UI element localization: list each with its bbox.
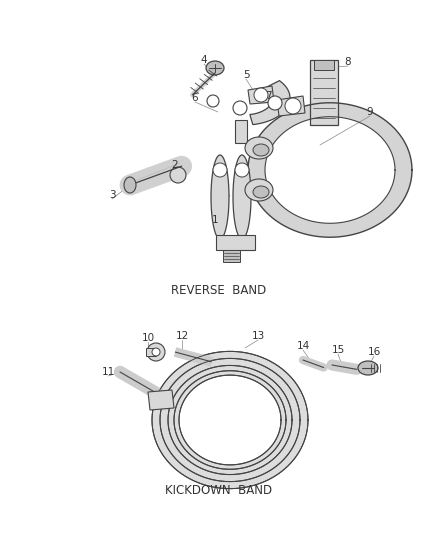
Circle shape — [235, 163, 249, 177]
Text: 4: 4 — [201, 55, 207, 65]
Circle shape — [254, 88, 268, 102]
Text: 2: 2 — [172, 160, 178, 170]
Circle shape — [147, 343, 165, 361]
Text: 11: 11 — [101, 367, 115, 377]
Ellipse shape — [206, 61, 224, 75]
Ellipse shape — [253, 186, 269, 198]
Polygon shape — [314, 60, 334, 70]
Ellipse shape — [253, 144, 269, 156]
Text: 13: 13 — [251, 331, 265, 341]
Circle shape — [152, 348, 160, 356]
Polygon shape — [310, 60, 338, 125]
Polygon shape — [233, 155, 251, 239]
Text: 9: 9 — [367, 107, 373, 117]
Circle shape — [170, 167, 186, 183]
Text: KICKDOWN  BAND: KICKDOWN BAND — [166, 483, 272, 497]
Circle shape — [268, 96, 282, 110]
Ellipse shape — [124, 177, 136, 193]
Circle shape — [233, 101, 247, 115]
Text: 5: 5 — [243, 70, 249, 80]
Circle shape — [285, 98, 301, 114]
Text: 12: 12 — [175, 331, 189, 341]
Polygon shape — [152, 351, 308, 489]
Polygon shape — [216, 235, 255, 250]
Text: 6: 6 — [192, 93, 198, 103]
Polygon shape — [250, 80, 290, 125]
Text: 16: 16 — [367, 347, 381, 357]
Polygon shape — [211, 155, 229, 239]
Text: 1: 1 — [212, 215, 218, 225]
Text: 7: 7 — [265, 91, 271, 101]
Polygon shape — [235, 120, 247, 143]
Polygon shape — [146, 348, 156, 356]
Ellipse shape — [245, 137, 273, 159]
Ellipse shape — [358, 361, 378, 375]
Polygon shape — [223, 250, 240, 262]
Text: 10: 10 — [141, 333, 155, 343]
Text: 8: 8 — [345, 57, 351, 67]
Polygon shape — [248, 103, 412, 237]
Ellipse shape — [245, 179, 273, 201]
Circle shape — [207, 95, 219, 107]
Text: REVERSE  BAND: REVERSE BAND — [171, 284, 267, 296]
Polygon shape — [248, 86, 274, 104]
Text: 15: 15 — [332, 345, 345, 355]
Polygon shape — [148, 390, 174, 410]
Polygon shape — [277, 96, 305, 116]
Text: 3: 3 — [109, 190, 115, 200]
Text: 14: 14 — [297, 341, 310, 351]
Circle shape — [213, 163, 227, 177]
